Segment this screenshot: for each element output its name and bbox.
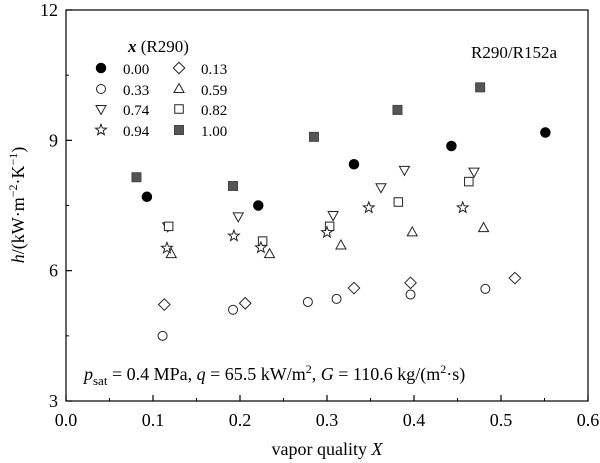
condition-q-superscript: 2 [306, 362, 312, 376]
data-point [477, 221, 490, 233]
x-tick-label: 0.2 [229, 410, 252, 430]
y-axis-title: h/(kW·m−2·K−1) [6, 147, 29, 264]
y-axis-title-sup-a: −2 [6, 185, 20, 198]
legend-label: 0.00 [123, 62, 149, 78]
legend-label: 0.13 [201, 62, 227, 78]
condition-g-value: = 110.6 kg/(m [334, 364, 440, 385]
data-point [254, 240, 268, 254]
y-tick-label: 12 [40, 0, 58, 20]
data-point [227, 228, 241, 242]
legend-label: 0.82 [201, 103, 227, 119]
data-point [405, 289, 416, 300]
legend-label: 0.59 [201, 83, 227, 99]
condition-p-symbol: p [82, 364, 93, 384]
x-axis-title-symbol: X [370, 439, 383, 459]
data-point [392, 104, 403, 115]
legend-marker [174, 104, 184, 114]
data-point [157, 298, 171, 312]
legend-marker [174, 125, 184, 135]
legend-marker [95, 105, 107, 116]
legend-marker [173, 82, 185, 93]
legend-title-symbol: x [127, 37, 137, 56]
data-point [446, 140, 457, 152]
data-point [361, 200, 376, 214]
legend-marker [96, 84, 106, 94]
legend-label: 0.33 [123, 83, 149, 99]
data-point [393, 197, 404, 207]
data-point [468, 167, 480, 179]
data-point [327, 211, 339, 222]
legend: 0.00 0.33 0.74 0.94 0.13 0.59 0.82 1.00 [94, 61, 227, 140]
x-tick-label: 0.1 [142, 410, 165, 430]
data-point [141, 191, 153, 203]
data-point [508, 271, 522, 285]
condition-q-value: = 65.5 kW/m [206, 364, 306, 384]
data-point [238, 296, 252, 310]
data-points [131, 82, 551, 341]
y-tick-label: 6 [49, 261, 58, 281]
data-point [404, 276, 417, 290]
data-point [335, 238, 347, 250]
condition-p-value: = 0.4 MPa, [107, 364, 196, 384]
legend-label: 0.94 [123, 124, 150, 140]
data-point [308, 131, 319, 142]
data-point [253, 200, 264, 211]
data-point [375, 183, 387, 194]
data-point [475, 82, 486, 93]
legend-title-rest: (R290) [137, 37, 189, 56]
y-axis-title-symbol: h [8, 254, 28, 263]
data-point [480, 283, 491, 294]
data-point [131, 172, 142, 183]
data-point [163, 221, 174, 232]
x-tick-label: 0.6 [577, 410, 600, 430]
condition-q-symbol: q [197, 364, 206, 384]
y-tick-label: 9 [49, 130, 58, 150]
data-point [331, 293, 342, 304]
legend-label: 0.74 [123, 103, 150, 119]
legend-marker [95, 62, 107, 74]
x-tick-label: 0.0 [55, 410, 78, 430]
legend-label: 1.00 [201, 124, 227, 140]
data-point [302, 296, 313, 307]
axis-ticks: 0.0 0.1 0.2 0.3 0.4 0.5 0.6 3 6 9 12 [40, 0, 599, 430]
x-axis-title-prefix: vapor quality [272, 439, 372, 459]
data-point [398, 165, 411, 177]
y-tick-label: 3 [49, 391, 58, 411]
data-point [263, 247, 276, 259]
data-point [320, 225, 334, 239]
y-axis-title-unit-a: /(kW·m [8, 197, 29, 254]
data-point [228, 304, 239, 315]
condition-g-superscript: 2 [440, 362, 446, 376]
data-point [464, 176, 474, 187]
x-axis-title: vapor quality X [272, 439, 384, 459]
data-point [406, 225, 419, 237]
data-point [165, 247, 178, 259]
data-point [455, 200, 470, 214]
y-axis-title-unit-b: ·K [8, 166, 28, 185]
legend-marker [172, 61, 186, 75]
condition-separator: , [312, 364, 321, 384]
data-point [232, 212, 245, 223]
condition-annotation: psat = 0.4 MPa, q = 65.5 kW/m2, G = 110.… [82, 362, 465, 388]
x-tick-label: 0.3 [316, 410, 339, 430]
data-point [540, 127, 551, 138]
x-tick-label: 0.4 [403, 410, 426, 430]
data-point [348, 158, 360, 170]
x-tick-label: 0.5 [490, 410, 513, 430]
condition-g-symbol: G [321, 364, 334, 384]
condition-p-subscript: sat [93, 373, 108, 388]
y-axis-title-unit-c: ) [8, 147, 29, 153]
data-point [157, 330, 168, 341]
legend-marker [94, 122, 108, 136]
y-axis-title-sup-b: −1 [6, 153, 20, 166]
system-label: R290/R152a [471, 43, 557, 62]
data-point [160, 240, 174, 254]
legend-title: x (R290) [127, 37, 189, 56]
data-point [347, 281, 361, 295]
condition-g-end: ·s) [446, 364, 465, 385]
data-point [228, 180, 239, 191]
